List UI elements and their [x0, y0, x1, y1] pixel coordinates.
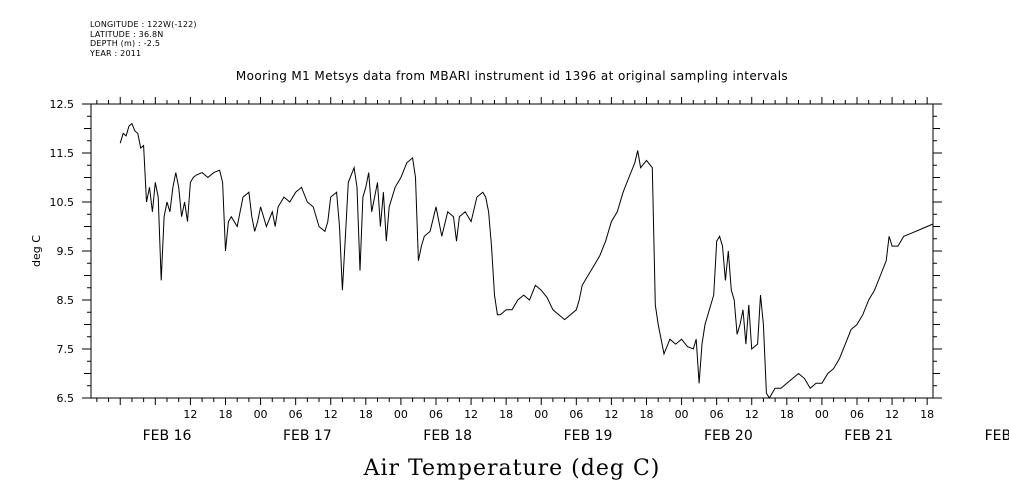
x-hour-tick-label: 18 [920, 408, 934, 421]
x-hour-tick-label: 12 [885, 408, 899, 421]
x-axis-label: Air Temperature (deg C) [363, 456, 661, 481]
plot-frame [90, 103, 934, 399]
x-hour-tick-label: 06 [569, 408, 583, 421]
x-hour-tick-label: 12 [464, 408, 478, 421]
x-hour-tick-label: 18 [218, 408, 232, 421]
x-day-label: FEB 20 [704, 428, 753, 444]
longitude-text: LONGITUDE : 122W(-122) [90, 20, 197, 29]
x-day-label: FEB 17 [283, 428, 332, 444]
x-hour-tick-label: 18 [359, 408, 373, 421]
x-hour-tick-label: 06 [429, 408, 443, 421]
x-hour-tick-label: 00 [675, 408, 689, 421]
year-text: YEAR : 2011 [90, 48, 142, 58]
y-tick-label: 8.5 [57, 294, 75, 307]
x-hour-tick-label: 00 [815, 408, 829, 421]
x-axis: 12 18 00 06 12 18 00 06 12 18 00 06 12 18 00 06 12 18 00 06… [96, 97, 1009, 444]
y-tick-label: 7.5 [57, 343, 75, 356]
x-hour-tick-label: 00 [394, 408, 408, 421]
y-tick-label: 9.5 [57, 245, 75, 258]
depth-text: DEPTH (m) : -2.5 [90, 39, 161, 48]
x-day-label: FEB 22 [985, 428, 1009, 444]
x-day-label: FEB 16 [143, 428, 192, 444]
x-hour-tick-label: 00 [254, 408, 268, 421]
metadata-block: LONGITUDE : 122W(-122) LATITUDE : 36.8N … [90, 20, 197, 58]
x-hour-tick-label: 12 [604, 408, 618, 421]
x-hour-tick-label: 12 [183, 408, 197, 421]
x-hour-tick-label: 00 [534, 408, 548, 421]
y-tick-label: 10.5 [50, 196, 75, 209]
y-tick-label: 12.5 [50, 98, 75, 111]
x-day-label: FEB 21 [844, 428, 893, 444]
x-hour-tick-label: 12 [324, 408, 338, 421]
y-tick-label: 6.5 [57, 392, 75, 405]
latitude-text: LATITUDE : 36.8N [90, 29, 164, 39]
x-hour-tick-label: 06 [710, 408, 724, 421]
y-tick-label: 11.5 [50, 147, 75, 160]
series-line-0 [119, 122, 934, 399]
y-axis-label: deg C [30, 235, 43, 267]
x-hour-tick-label: 18 [639, 408, 653, 421]
chart-title: Mooring M1 Metsys data from MBARI instru… [236, 69, 788, 83]
x-hour-tick-label: 12 [745, 408, 759, 421]
x-day-label: FEB 19 [564, 428, 613, 444]
x-hour-tick-label: 18 [499, 408, 513, 421]
x-hour-tick-label: 06 [850, 408, 864, 421]
x-hour-tick-label: 18 [780, 408, 794, 421]
y-axis: 6.5 7.5 8.5 9.5 10.5 11.5 12.5 [50, 98, 942, 405]
series-group [119, 122, 934, 399]
x-day-label: FEB 18 [423, 428, 472, 444]
x-hour-tick-label: 06 [289, 408, 303, 421]
